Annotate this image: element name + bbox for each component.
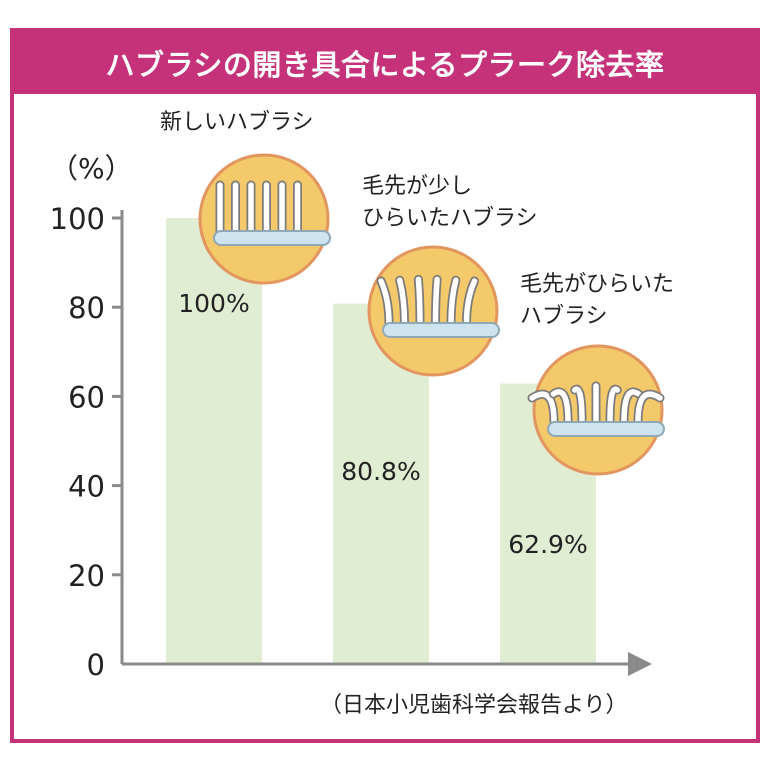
y-tick-label: 20: [68, 559, 105, 593]
bar-value-label: 62.9%: [508, 530, 587, 559]
x-axis-arrow: [628, 652, 652, 676]
spread-toothbrush-icon: [527, 344, 665, 476]
bar-value-label: 80.8%: [341, 457, 420, 486]
category-label: ひらいたハブラシ: [362, 206, 538, 231]
y-tick-label: 40: [68, 470, 105, 504]
y-tick-label: 0: [87, 648, 105, 682]
chart-title: ハブラシの開き具合によるプラーク除去率: [14, 32, 756, 94]
source-note: （日本小児歯科学会報告より）: [320, 693, 628, 718]
slightly-spread-toothbrush-icon: [367, 245, 500, 377]
category-label: 毛先がひらいた: [520, 272, 674, 297]
y-tick-label: 60: [68, 380, 105, 414]
y-tick-label: 80: [68, 291, 105, 325]
bar: [166, 218, 262, 664]
y-axis-unit: （%）: [50, 152, 133, 185]
new-toothbrush-icon: [198, 153, 331, 285]
y-tick-label: 100: [50, 202, 105, 236]
category-label: ハブラシ: [520, 304, 608, 329]
category-label: 毛先が少し: [362, 174, 472, 199]
bar-value-label: 100%: [178, 289, 249, 318]
category-label: 新しいハブラシ: [160, 110, 314, 135]
